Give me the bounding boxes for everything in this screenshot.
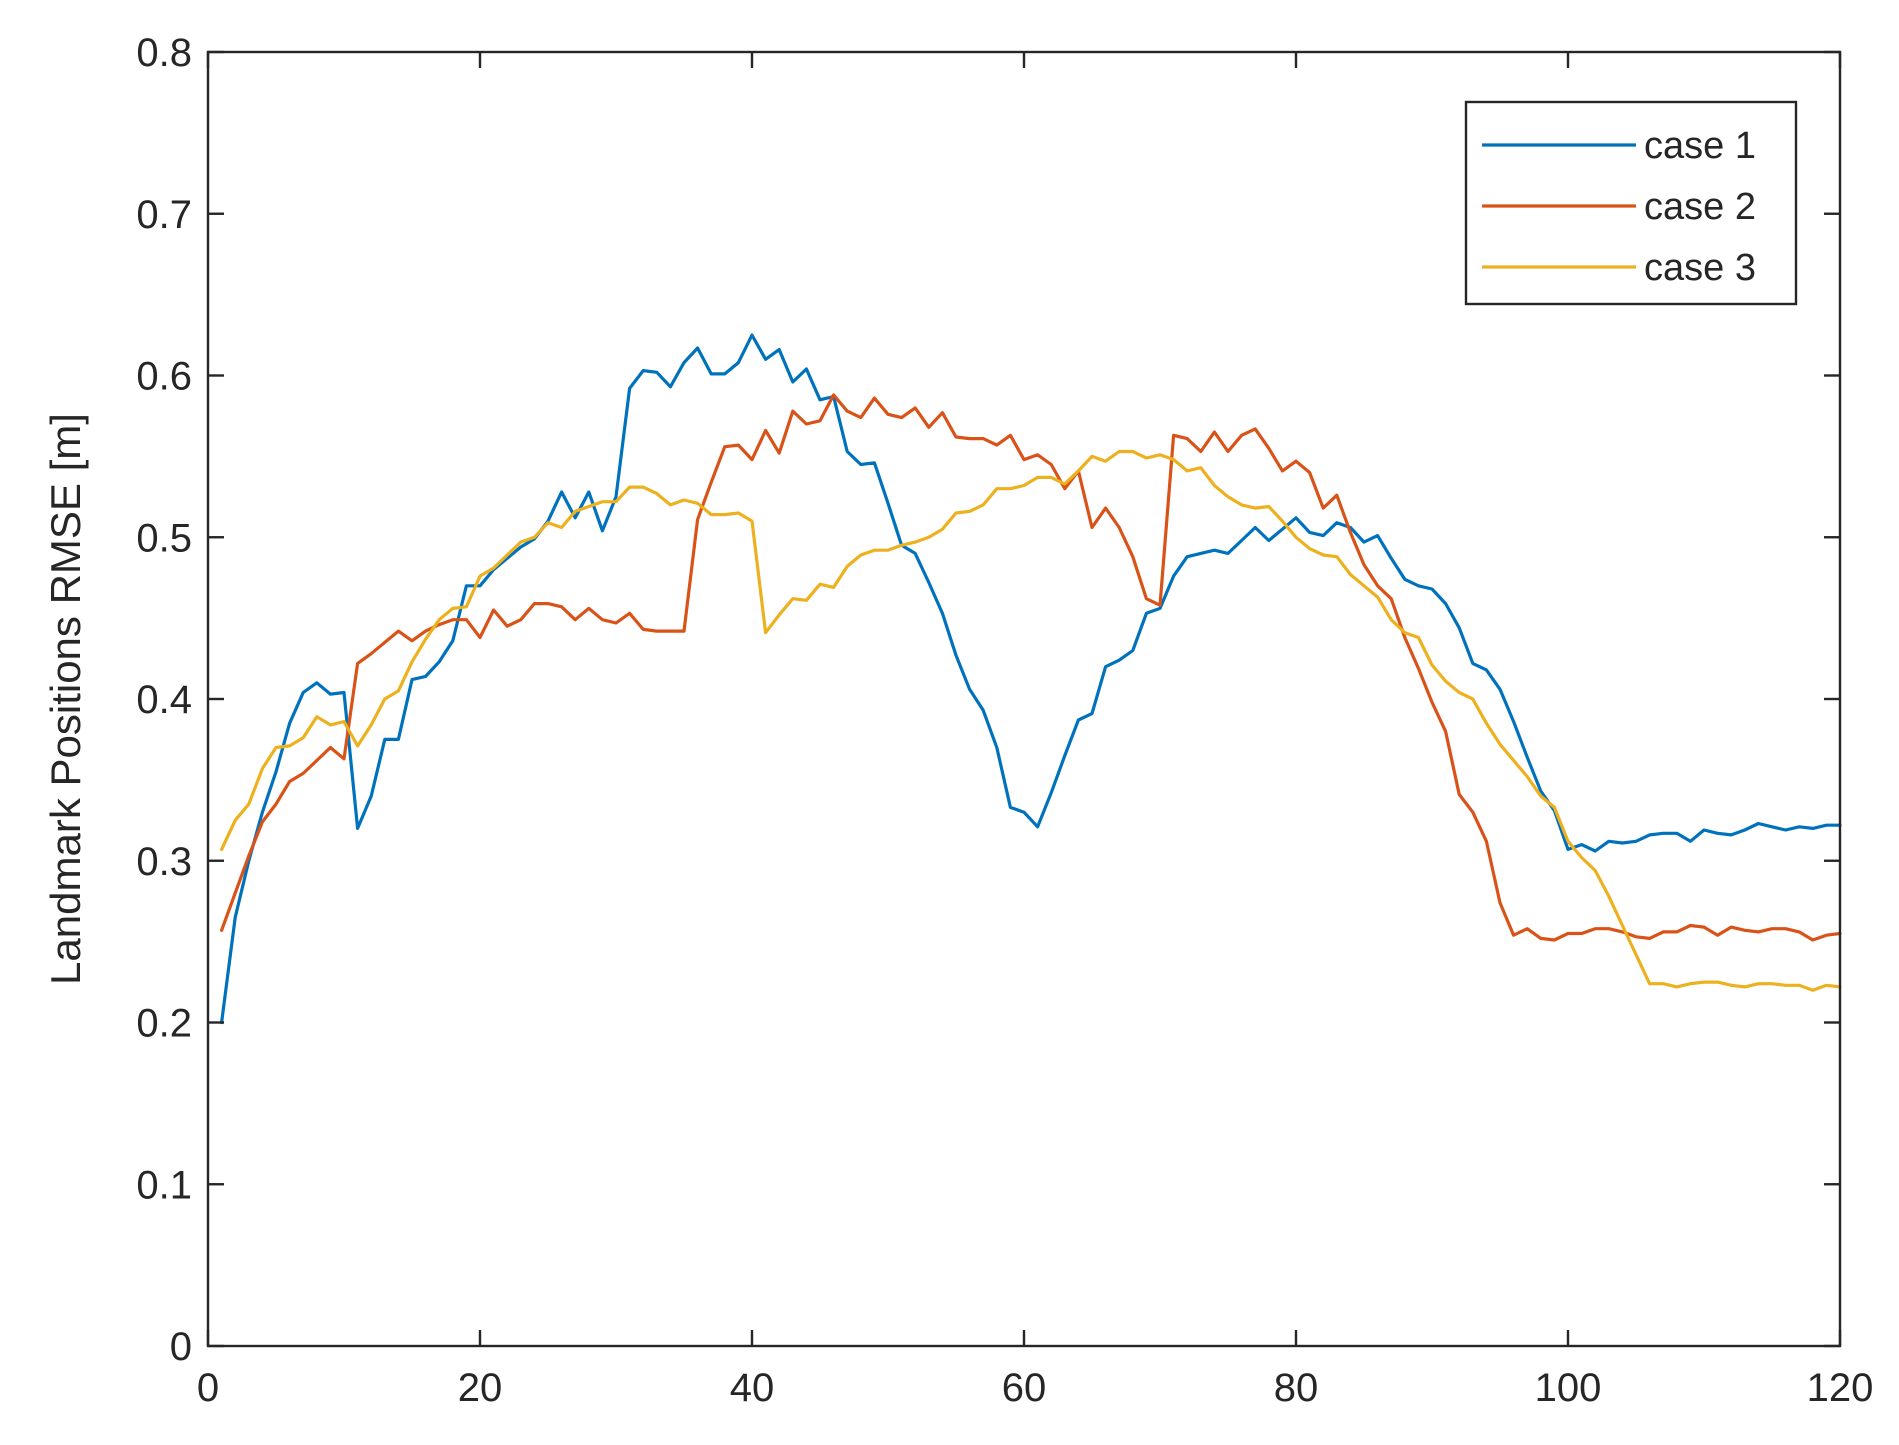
- x-tick-label-2: 40: [730, 1366, 775, 1410]
- y-tick-label-8: 0.8: [136, 31, 192, 75]
- x-tick-label-3: 60: [1002, 1366, 1047, 1410]
- legend-box: [1464, 100, 1798, 306]
- y-tick-label-5: 0.5: [136, 516, 192, 560]
- y-tick-label-3: 0.3: [136, 840, 192, 884]
- legend-label-1: case 1: [1644, 125, 1756, 167]
- y-tick-label-7: 0.7: [136, 193, 192, 237]
- x-tick-label-1: 20: [458, 1366, 503, 1410]
- y-tick-label-6: 0.6: [136, 355, 192, 399]
- x-tick-label-0: 0: [197, 1366, 219, 1410]
- y-tick-label-0: 0: [170, 1325, 192, 1369]
- legend-label-2: case 2: [1644, 186, 1756, 228]
- x-tick-label-6: 120: [1807, 1366, 1874, 1410]
- y-tick-label-2: 0.2: [136, 1002, 192, 1046]
- series-line-1: [220, 333, 1842, 1025]
- y-tick-label-4: 0.4: [136, 678, 192, 722]
- legend: case 1 case 2 case 3: [1464, 100, 1798, 306]
- x-tick-label-4: 80: [1274, 1366, 1319, 1410]
- y-tick-label-1: 0.1: [136, 1163, 192, 1207]
- axes-layer: 0 20 40 60 80 100 120 0 0.1 0.2 0.3 0.4 0.5 0.6 0.7 0.8: [136, 31, 1873, 1410]
- x-tick-label-5: 100: [1535, 1366, 1602, 1410]
- legend-label-3: case 3: [1644, 247, 1756, 289]
- series-line-2: [220, 393, 1842, 942]
- series-layer: [220, 333, 1842, 1025]
- series-line-3: [220, 449, 1842, 992]
- y-axis-label: Landmark Positions RMSE [m]: [42, 413, 89, 985]
